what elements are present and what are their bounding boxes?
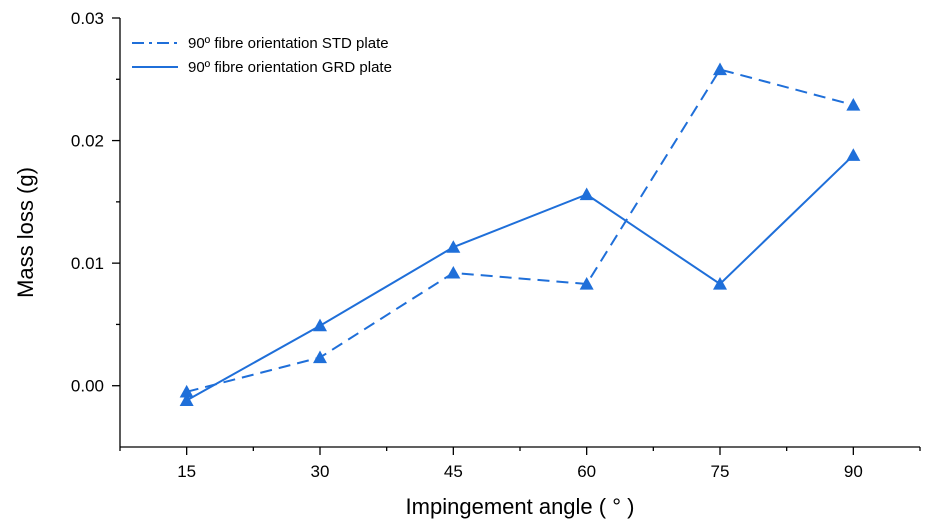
grd-point-marker (313, 318, 327, 332)
grd-point-marker (846, 148, 861, 161)
legend: 90º fibre orientation STD plate 90º fibr… (132, 35, 392, 76)
std-point-marker (313, 350, 327, 364)
std-point-marker (446, 265, 461, 279)
legend-label-std: 90º fibre orientation STD plate (188, 35, 389, 52)
y-tick-label: 0.01 (71, 254, 104, 273)
std-point-marker (579, 276, 594, 290)
std-point-marker (713, 62, 727, 76)
ticks (112, 17, 921, 455)
tick-labels: 0.00 0.01 0.02 0.03 15 30 45 60 75 90 (71, 9, 863, 481)
axes (119, 18, 920, 448)
x-tick-label: 45 (444, 462, 463, 481)
std-point-marker (179, 384, 194, 398)
x-tick-label: 15 (177, 462, 196, 481)
y-tick-label: 0.02 (71, 132, 104, 151)
series-line-std (186, 68, 854, 393)
grd-point-marker (579, 187, 594, 201)
std-point-marker (846, 98, 861, 111)
x-tick-label: 60 (577, 462, 596, 481)
y-tick-label: 0.03 (71, 9, 104, 28)
legend-label-grd: 90º fibre orientation GRD plate (188, 59, 392, 76)
grd-point-marker (713, 276, 727, 290)
y-axis-title: Mass loss (g) (13, 167, 38, 298)
grd-point-marker (446, 240, 461, 253)
x-tick-label: 30 (311, 462, 330, 481)
x-axis-title: Impingement angle ( ° ) (406, 494, 635, 519)
x-tick-label: 75 (711, 462, 730, 481)
x-tick-label: 90 (844, 462, 863, 481)
grd-point-marker (179, 393, 194, 407)
y-tick-label: 0.00 (71, 377, 104, 396)
series-line-grd (186, 154, 854, 402)
series-layer (179, 62, 861, 407)
